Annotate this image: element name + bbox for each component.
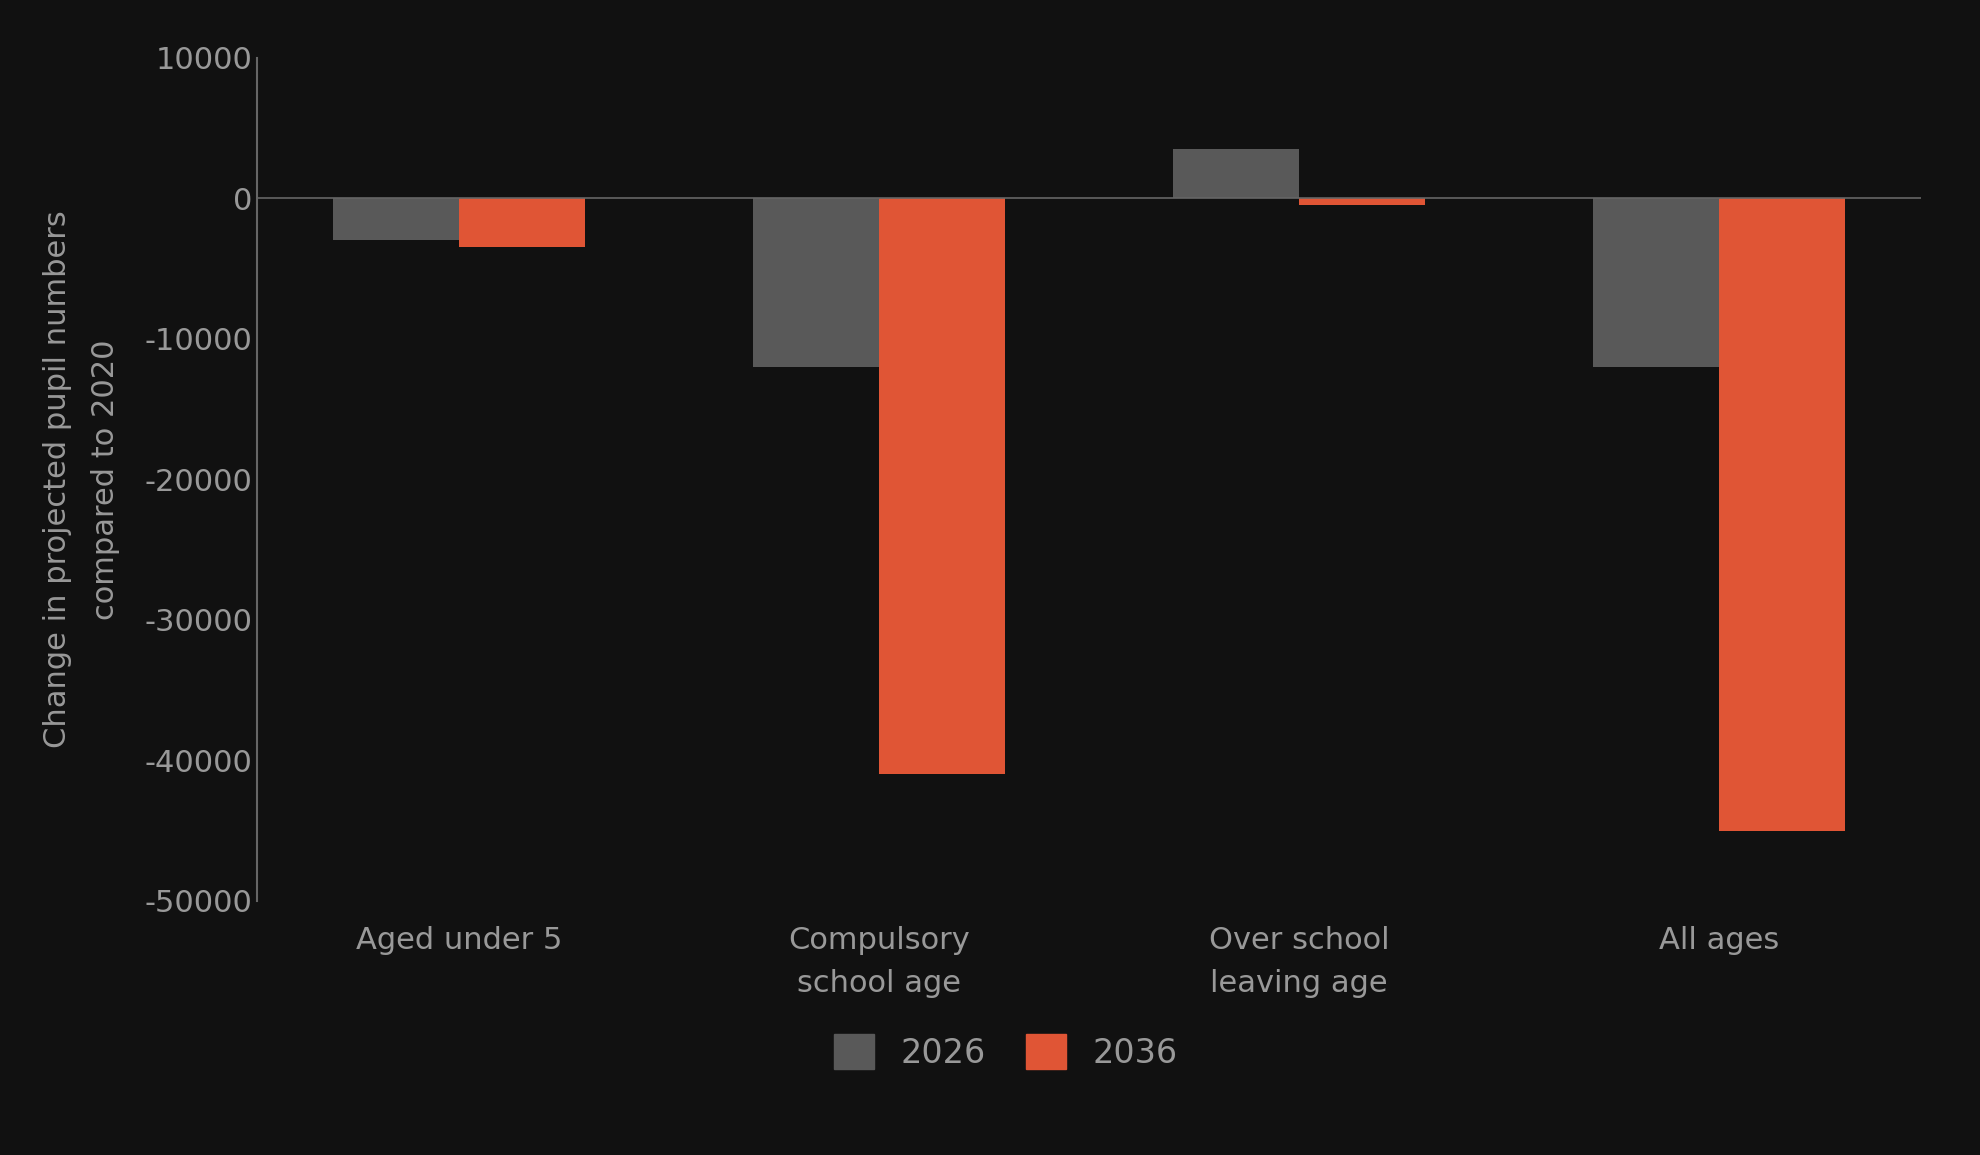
Bar [752,199,879,367]
Bar [1594,199,1719,367]
Bar [333,199,459,240]
Bar [1172,149,1299,199]
Legend: 2026, 2036: 2026, 2036 [834,1035,1178,1070]
Bar [459,199,584,247]
Bar [879,199,1006,774]
Y-axis label: Change in projected pupil numbers
compared to 2020: Change in projected pupil numbers compar… [44,210,119,748]
Bar [1719,199,1845,830]
Bar [1299,199,1426,206]
